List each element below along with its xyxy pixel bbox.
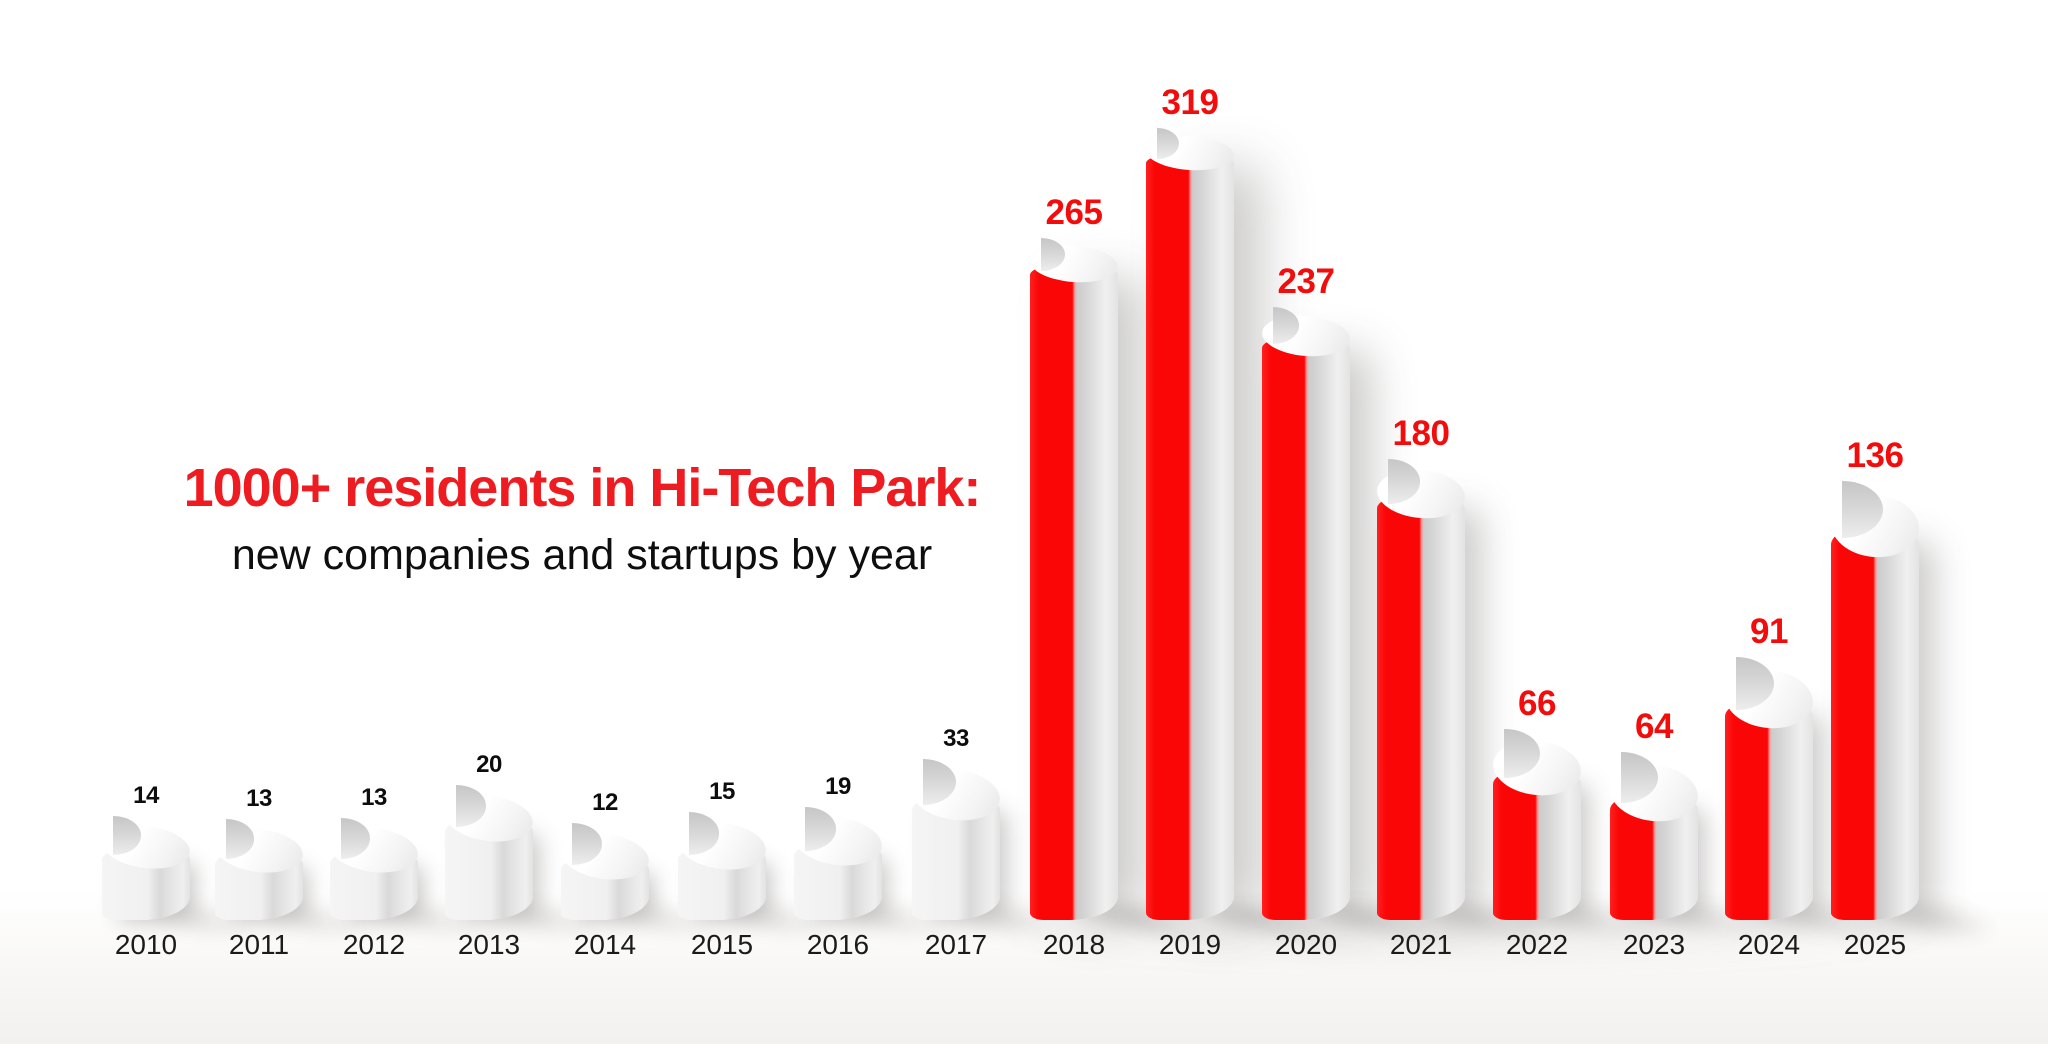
- x-axis-label-2012: 2012: [342, 929, 406, 960]
- bar-body: [1725, 699, 1813, 920]
- bar-value-label: 19: [825, 773, 851, 801]
- bar-value-label: 64: [1635, 706, 1673, 746]
- bar-value-label: 180: [1392, 414, 1450, 454]
- x-axis-label-2021: 2021: [1389, 929, 1453, 960]
- bar-value-label: 20: [476, 751, 502, 779]
- x-axis-label-2017: 2017: [924, 929, 988, 960]
- bar-value-label: 12: [592, 789, 618, 817]
- bar-value-label: 66: [1518, 683, 1556, 723]
- bar-value-label: 319: [1161, 82, 1219, 122]
- x-axis-label-2016: 2016: [806, 929, 870, 960]
- bar-value-label: 237: [1277, 262, 1335, 301]
- bar-value-label: 136: [1846, 436, 1904, 476]
- x-axis-label-2010: 2010: [114, 929, 178, 960]
- x-axis-label-2025: 2025: [1843, 929, 1907, 960]
- x-axis-label-2019: 2019: [1158, 929, 1222, 960]
- bar-value-label: 265: [1045, 192, 1103, 232]
- bar-body: [1146, 152, 1234, 920]
- bar-value-label: 33: [943, 724, 969, 752]
- x-axis-label-2014: 2014: [573, 929, 637, 960]
- chart-title: 1000+ residents in Hi-Tech Park:: [183, 458, 982, 518]
- x-axis-label-2020: 2020: [1274, 929, 1338, 960]
- bar-notch: [1157, 127, 1180, 159]
- x-axis-label-2013: 2013: [457, 929, 521, 960]
- bar-body: [1262, 336, 1350, 920]
- bar-value-label: 13: [246, 785, 272, 813]
- bar-body: [1377, 494, 1465, 920]
- bar-value-label: 91: [1750, 611, 1788, 651]
- chart-subtitle: new companies and startups by year: [231, 530, 933, 579]
- title-block: 1000+ residents in Hi-Tech Park: new com…: [150, 460, 1014, 578]
- x-axis-label-2022: 2022: [1505, 929, 1569, 960]
- bar-value-label: 14: [133, 782, 159, 810]
- x-axis-label-2018: 2018: [1042, 929, 1106, 960]
- x-axis-label-2024: 2024: [1737, 929, 1801, 960]
- bar-body: [1030, 264, 1118, 920]
- x-axis-label-2023: 2023: [1622, 929, 1686, 960]
- x-axis-label-2015: 2015: [690, 929, 754, 960]
- x-axis-label-2011: 2011: [228, 929, 290, 960]
- bar-notch: [1041, 237, 1065, 271]
- bar-value-label: 15: [709, 778, 735, 806]
- bar-value-label: 13: [361, 784, 387, 812]
- bar-body: [1831, 526, 1919, 920]
